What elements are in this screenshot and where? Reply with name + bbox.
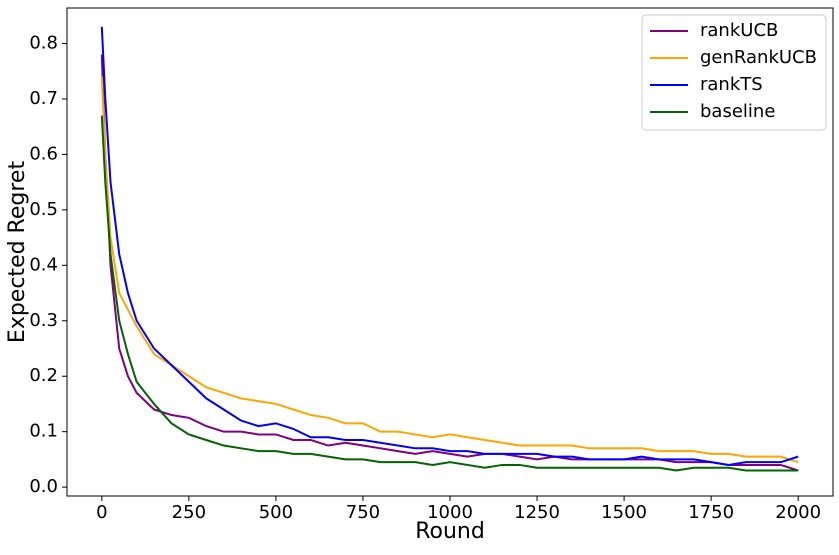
series-line — [100, 26, 799, 466]
x-tick-label: 750 — [346, 502, 380, 523]
x-tick-label: 1250 — [514, 502, 560, 523]
series-line — [100, 54, 799, 472]
x-tick-label: 2000 — [775, 502, 821, 523]
y-tick-label: 0.1 — [29, 421, 58, 442]
legend-label: rankUCB — [700, 20, 778, 41]
legend-label: baseline — [700, 101, 775, 122]
legend-label: rankTS — [700, 74, 763, 95]
y-tick-label: 0.6 — [29, 143, 58, 164]
x-tick-label: 1000 — [427, 502, 473, 523]
x-tick-label: 250 — [172, 502, 206, 523]
y-axis-label: Expected Regret — [5, 161, 30, 344]
y-tick-label: 0.3 — [29, 310, 58, 331]
x-axis-label: Round — [415, 519, 485, 544]
plot-frame — [66, 7, 834, 497]
legend-box — [641, 14, 827, 131]
y-tick-label: 0.0 — [29, 476, 58, 497]
y-tick-label: 0.7 — [29, 88, 58, 109]
x-tick-label: 1750 — [688, 502, 734, 523]
y-tick-label: 0.8 — [29, 32, 58, 53]
x-tick-label: 0 — [96, 502, 107, 523]
y-tick-label: 0.2 — [29, 365, 58, 386]
series-line — [100, 115, 799, 472]
y-tick-label: 0.4 — [29, 254, 58, 275]
y-tick-label: 0.5 — [29, 199, 58, 220]
legend-label: genRankUCB — [700, 47, 817, 68]
series-line — [100, 76, 799, 464]
x-tick-label: 1500 — [601, 502, 647, 523]
x-tick-label: 500 — [259, 502, 293, 523]
